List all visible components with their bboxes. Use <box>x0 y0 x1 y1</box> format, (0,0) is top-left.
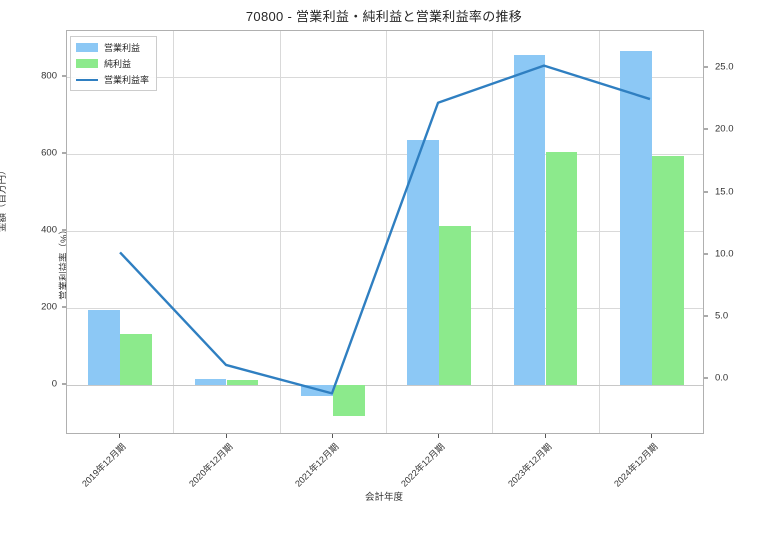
bar-operating-profit <box>194 379 227 385</box>
bar-operating-profit <box>88 309 121 385</box>
gridline-horizontal <box>67 154 703 156</box>
x-axis-tick-mark <box>650 434 652 438</box>
y-axis-right-tick-label: 25.0 <box>715 61 734 73</box>
y-axis-left-tick-label: 200 <box>41 301 57 313</box>
gridline-horizontal <box>67 231 703 233</box>
gridline-vertical <box>386 31 387 433</box>
y-axis-left-tick-mark <box>62 383 66 385</box>
x-axis-tick-label: 2024年12月期 <box>611 441 660 489</box>
legend-item-operating-profit: 営業利益 <box>76 41 149 54</box>
bar-net-profit <box>120 334 153 385</box>
y-axis-right-tick-mark <box>704 191 708 193</box>
legend-swatch-operating-margin <box>76 78 98 81</box>
x-axis-tick-label: 2023年12月期 <box>505 441 553 489</box>
y-axis-right-tick-mark <box>704 315 708 317</box>
y-axis-right-tick-label: 15.0 <box>715 186 734 198</box>
y-axis-left: 0 200 400 600 800 <box>0 30 66 434</box>
legend-label-net-profit: 純利益 <box>104 59 132 69</box>
line-operating-margin <box>119 64 651 395</box>
bar-net-profit <box>439 226 472 385</box>
bar-layer <box>67 31 703 433</box>
chart-title: 70800 - 営業利益・純利益と営業利益率の推移 <box>245 9 523 24</box>
bar-net-profit <box>651 156 684 385</box>
grid-layer <box>67 31 703 433</box>
gridline-horizontal <box>67 77 703 79</box>
y-axis-right-tick-mark <box>704 66 708 68</box>
x-axis-tick-mark <box>225 434 227 438</box>
y-axis-right-tick-mark <box>704 377 708 379</box>
y-axis-right-tick-label: 5.0 <box>715 310 729 322</box>
y-axis-left-tick-mark <box>62 306 66 308</box>
chart-figure: 70800 - 営業利益・純利益と営業利益率の推移 0 200 400 600 800 … <box>0 9 768 503</box>
gridline-horizontal <box>67 308 703 310</box>
legend-label-operating-margin: 営業利益率 <box>104 75 150 85</box>
bar-operating-profit <box>513 54 546 385</box>
bar-operating-profit <box>407 139 440 385</box>
legend-label-operating-profit: 営業利益 <box>104 43 141 53</box>
y-axis-left-tick-label: 0 <box>51 378 57 390</box>
x-axis-tick-label: 2019年12月期 <box>80 441 128 489</box>
y-axis-right-tick-label: 0.0 <box>715 372 729 384</box>
y-axis-right: 0.0 5.0 10.0 15.0 20.0 25.0 <box>704 30 768 434</box>
y-axis-left-label: 金額（百万円） <box>0 165 8 232</box>
plot-area <box>66 30 704 434</box>
y-axis-left-tick-label: 800 <box>41 70 57 82</box>
bar-net-profit <box>332 384 365 416</box>
zero-line <box>67 384 703 386</box>
y-axis-right-tick-label: 10.0 <box>715 248 734 260</box>
y-axis-left-tick-mark <box>62 229 66 231</box>
gridline-vertical <box>173 31 175 433</box>
x-axis-label: 会計年度 <box>364 492 403 503</box>
x-axis-tick-mark <box>331 434 333 438</box>
x-axis-tick-label: 2021年12月期 <box>292 441 341 489</box>
y-axis-left-tick-mark <box>62 75 66 77</box>
y-axis-left-tick-mark <box>62 152 66 154</box>
legend-item-operating-margin: 営業利益率 <box>76 73 149 86</box>
bar-net-profit <box>226 379 259 385</box>
legend-swatch-net-profit <box>76 59 98 68</box>
gridline-vertical <box>598 31 600 433</box>
legend-item-net-profit: 純利益 <box>76 57 149 70</box>
bar-net-profit <box>545 152 578 385</box>
x-axis-tick-label: 2022年12月期 <box>399 441 447 489</box>
x-axis-tick-mark <box>544 434 546 438</box>
y-axis-right-tick-mark <box>704 128 708 130</box>
gridline-vertical <box>492 31 494 433</box>
y-axis-left-tick-label: 600 <box>41 147 57 159</box>
x-axis-tick-mark <box>438 434 440 438</box>
line-layer <box>119 64 651 395</box>
legend-swatch-operating-profit <box>76 43 98 52</box>
x-axis-tick-mark <box>119 434 121 438</box>
bar-operating-profit <box>619 51 652 385</box>
y-axis-right-tick-label: 20.0 <box>715 123 734 135</box>
y-axis-left-tick-label: 400 <box>41 224 57 236</box>
chart-legend: 営業利益 純利益 営業利益率 <box>70 36 158 91</box>
gridline-vertical <box>279 31 281 433</box>
x-axis-tick-label: 2020年12月期 <box>186 441 234 489</box>
y-axis-right-tick-mark <box>704 253 708 255</box>
